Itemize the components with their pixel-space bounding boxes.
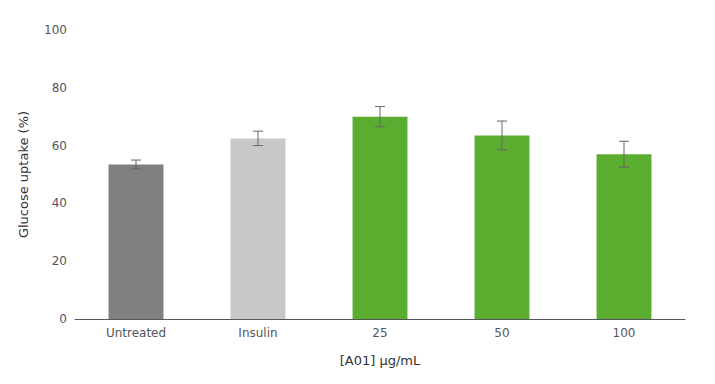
svg-text:100: 100 xyxy=(613,326,636,340)
svg-text:0: 0 xyxy=(59,312,67,326)
svg-text:50: 50 xyxy=(494,326,509,340)
svg-text:Glucose uptake (%): Glucose uptake (%) xyxy=(16,111,31,238)
svg-text:[A01] μg/mL: [A01] μg/mL xyxy=(340,353,421,368)
svg-text:Untreated: Untreated xyxy=(106,326,166,340)
svg-text:80: 80 xyxy=(52,81,67,95)
svg-text:25: 25 xyxy=(372,326,387,340)
svg-text:40: 40 xyxy=(52,196,67,210)
svg-text:60: 60 xyxy=(52,139,67,153)
svg-text:Insulin: Insulin xyxy=(238,326,277,340)
svg-text:100: 100 xyxy=(44,23,67,37)
svg-text:20: 20 xyxy=(52,254,67,268)
